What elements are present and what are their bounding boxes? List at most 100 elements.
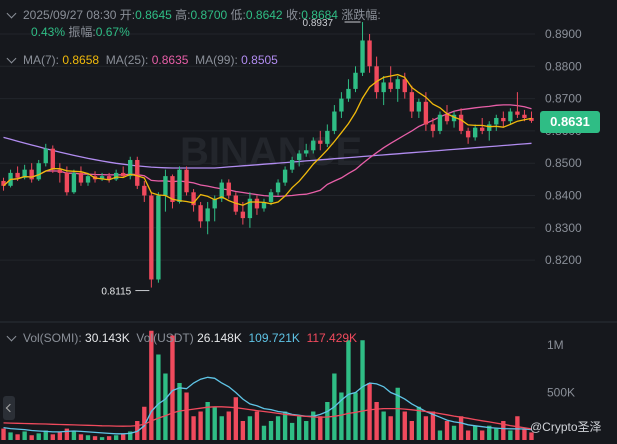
volume-bar bbox=[113, 435, 119, 440]
candle-body bbox=[128, 159, 133, 177]
volume-bar bbox=[515, 416, 520, 440]
volume-bar bbox=[508, 430, 513, 440]
vol-collapse-chevron-icon[interactable] bbox=[6, 331, 17, 342]
candle-body bbox=[191, 192, 196, 206]
volume-bar bbox=[142, 406, 147, 440]
low-annotation-label: 0.8115 bbox=[101, 287, 131, 298]
volume-bar bbox=[275, 416, 281, 440]
price-tick-label: 0.8200 bbox=[545, 253, 582, 267]
candle-body bbox=[381, 82, 386, 93]
volume-bar bbox=[416, 406, 422, 440]
volume-bar bbox=[240, 421, 246, 440]
candle-body bbox=[184, 169, 189, 193]
volume-bar bbox=[247, 416, 253, 440]
high-annotation-label: 0.8937 bbox=[303, 18, 334, 29]
volume-bar bbox=[423, 416, 429, 440]
candle-body bbox=[360, 40, 365, 73]
vol-ma2-value: 117.429K bbox=[306, 331, 358, 345]
vol-somi-value: 30.143K bbox=[85, 331, 130, 345]
candle-body bbox=[85, 176, 91, 183]
candle-body bbox=[529, 117, 534, 121]
volume-bar bbox=[149, 330, 154, 440]
candle-body bbox=[149, 195, 154, 280]
candle-body bbox=[142, 185, 147, 196]
volume-bar bbox=[522, 428, 527, 440]
volume-bar bbox=[494, 428, 499, 440]
candle-body bbox=[409, 92, 414, 112]
volume-bar bbox=[487, 425, 492, 440]
volume-bar bbox=[50, 434, 55, 440]
candle-body bbox=[282, 169, 288, 183]
close-value: 0.8684 bbox=[301, 8, 338, 22]
candle-body bbox=[219, 182, 224, 199]
ma-collapse-chevron-icon[interactable] bbox=[6, 53, 17, 64]
candle-body bbox=[121, 172, 126, 177]
volume-bar bbox=[325, 402, 330, 440]
volume-bar bbox=[289, 422, 295, 440]
candle-body bbox=[177, 169, 182, 202]
volume-bar bbox=[367, 383, 372, 440]
price-tick-label: 0.8700 bbox=[545, 92, 582, 106]
candle-body bbox=[78, 172, 84, 183]
candle-body bbox=[205, 208, 210, 222]
candle-body bbox=[367, 40, 372, 67]
volume-bar bbox=[43, 430, 48, 440]
volume-bar bbox=[360, 340, 365, 440]
volume-bar bbox=[212, 406, 217, 440]
price-axis[interactable]: 0.82000.83000.84000.85000.86000.87000.88… bbox=[545, 27, 582, 267]
candle-body bbox=[113, 172, 119, 180]
ma25-line bbox=[3, 104, 532, 198]
volume-bar bbox=[170, 335, 175, 440]
candle-body bbox=[156, 195, 161, 280]
volume-bars bbox=[1, 330, 534, 440]
candle-body bbox=[226, 182, 231, 196]
scroll-left-button[interactable] bbox=[3, 396, 15, 420]
volume-bar bbox=[444, 421, 450, 440]
volume-bar bbox=[233, 397, 239, 440]
volume-bar bbox=[156, 354, 161, 440]
volume-bar bbox=[85, 435, 91, 440]
candle-body bbox=[1, 180, 6, 186]
collapse-chevron-icon[interactable] bbox=[6, 8, 17, 19]
candle-body bbox=[198, 205, 203, 222]
candle-body bbox=[240, 211, 246, 219]
ma99-label: MA(99): bbox=[195, 53, 238, 67]
volume-bar bbox=[8, 432, 13, 440]
price-tick-label: 0.8900 bbox=[545, 27, 582, 41]
volume-ma1-path bbox=[3, 376, 532, 435]
volume-tick-label: 1M bbox=[547, 338, 564, 352]
volume-ma-lines bbox=[3, 376, 532, 435]
volume-bar bbox=[381, 411, 386, 440]
volume-bar bbox=[437, 430, 443, 440]
volume-bar bbox=[402, 411, 407, 440]
candle-body bbox=[268, 192, 274, 202]
high-value: 0.8700 bbox=[190, 8, 228, 22]
open-value: 0.8645 bbox=[135, 8, 172, 22]
candle-body bbox=[402, 79, 407, 93]
volume-bar bbox=[22, 431, 27, 440]
vol-ma1-value: 109.721K bbox=[248, 331, 300, 345]
volume-bar bbox=[128, 431, 133, 440]
volume-bar bbox=[198, 411, 203, 440]
candle-body bbox=[325, 130, 330, 144]
candle-body bbox=[388, 82, 393, 89]
candle-body bbox=[487, 124, 492, 131]
open-label: 开: bbox=[119, 8, 136, 22]
candle-body bbox=[275, 182, 281, 193]
ohlc-header: 2025/09/27 08:30 开:0.8645 高:0.8700 低:0.8… bbox=[6, 7, 381, 23]
volume-bar bbox=[219, 416, 224, 440]
ma25-label: MA(25): bbox=[105, 53, 149, 67]
candle-body bbox=[311, 140, 316, 151]
volume-bar bbox=[480, 430, 485, 440]
candle-body bbox=[416, 101, 422, 112]
vol-somi-label: Vol(SOMI): bbox=[23, 331, 82, 345]
ma25-path bbox=[3, 104, 532, 198]
volume-bar bbox=[409, 421, 414, 440]
candle-body bbox=[64, 172, 70, 193]
candles bbox=[1, 22, 534, 288]
volume-bar bbox=[64, 428, 70, 440]
volume-axis: 1M 500K bbox=[547, 338, 575, 400]
candle-body bbox=[304, 150, 309, 154]
volume-bar bbox=[346, 340, 351, 440]
volume-bar bbox=[163, 373, 168, 440]
